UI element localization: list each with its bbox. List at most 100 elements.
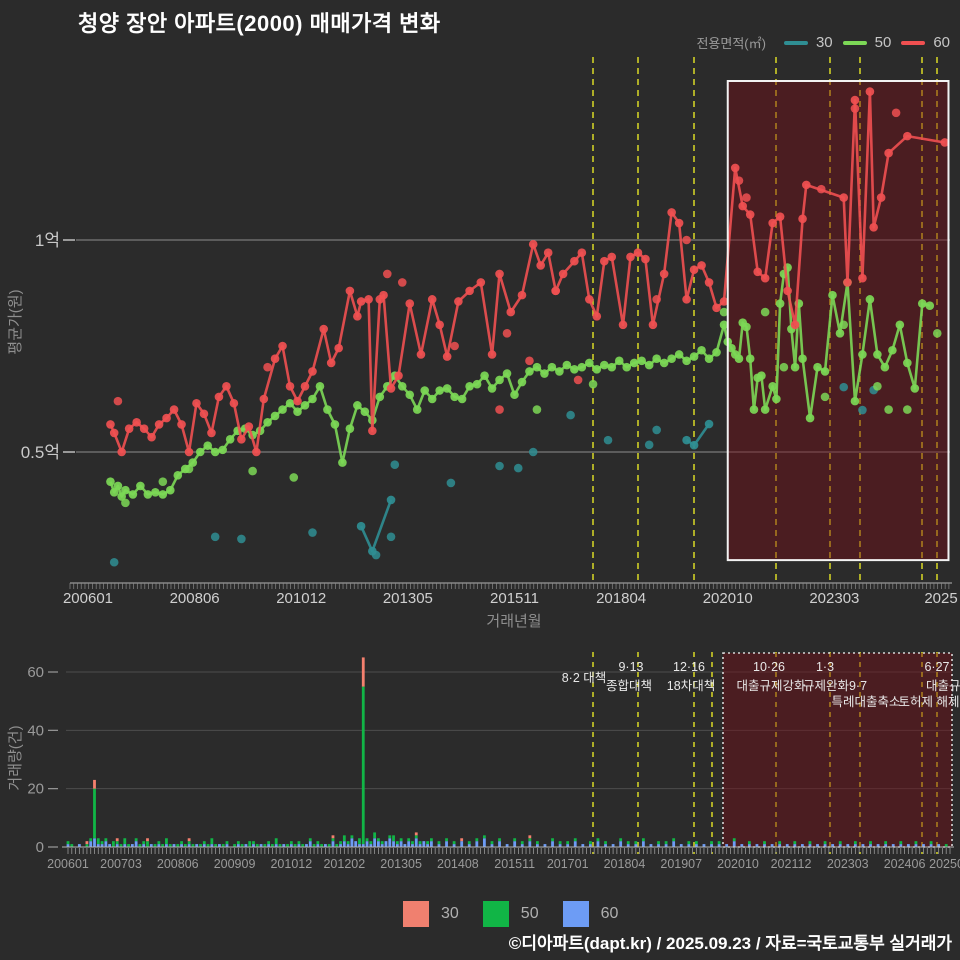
volume-bar-blue [93,838,96,847]
series-50-point [263,418,272,427]
series-60-point [648,320,658,330]
volume-bar-blue [937,844,941,847]
series-50-point [525,367,534,376]
series-50-point [652,354,661,364]
volume-bar-green [312,844,316,847]
series-50-point [674,350,684,359]
series-60-point [730,163,740,173]
series-60-point [270,354,280,364]
volume-bar-blue [252,844,255,847]
legend-line-swatch-60 [901,40,926,45]
series-60-scatter-point [742,193,751,202]
volume-bar-blue [770,844,774,847]
series-60-point [667,208,676,217]
volume-bar-blue [411,844,414,847]
series-60-point [798,214,807,224]
policy-annotation: 18차대책 [667,678,715,693]
volume-bar-green [710,841,713,845]
series-60-point [876,193,886,202]
series-50-scatter-point [873,381,882,391]
volume-bar-blue [403,844,407,847]
series-60-point [607,252,617,262]
volume-bar-blue [551,841,554,847]
series-50-point [727,343,736,353]
series-50-point [427,394,437,404]
volume-chart-legend: 30 50 60 [403,901,642,927]
series-50-point [704,354,714,364]
series-60-point [760,273,770,283]
series-50-point [880,362,890,372]
volume-bar-green [380,841,384,845]
volume-bar-blue [165,844,168,847]
series-60-point [154,420,164,429]
series-60-point [308,367,317,376]
volume-bar-blue [346,844,350,847]
series-60-point [293,396,302,406]
volume-bar-blue [664,844,668,847]
series-50-point [442,384,452,393]
volume-bar-green [604,841,607,845]
series-50-scatter-point [532,405,542,414]
series-50-point [659,358,669,368]
series-60-point [599,256,609,266]
volume-bar-blue [392,841,395,847]
series-30-scatter-point [566,410,575,420]
volume-bar-green [395,841,399,845]
volume-bar-green [869,841,872,845]
series-60-scatter-point [816,184,826,194]
series-60-point [536,261,545,270]
series-60-point [442,352,452,361]
series-60-scatter-point [573,375,583,385]
series-60-point [940,138,950,147]
volume-bar-green [929,841,933,845]
volume-bar-blue [259,844,263,847]
volume-bar-blue [657,844,660,847]
series-60-point [558,269,568,279]
volume-bar-green [233,844,236,847]
series-60-point [712,303,721,313]
volume-bar-blue [823,844,827,847]
policy-annotation: 6·27 [924,660,949,674]
series-50-point [895,320,905,330]
volume-bar-blue [66,844,70,847]
volume-bar-blue [289,844,293,847]
legend-line-swatch-30 [783,40,808,45]
volume-bar-blue [210,844,214,847]
volume-bar-green [429,838,433,842]
series-60-point [659,269,669,279]
volume-bar-blue [755,844,759,847]
series-60-scatter-point [502,328,512,338]
volume-bar-red [146,838,149,842]
xtick-label: 201305 [383,590,433,607]
volume-bar-blue [399,841,403,847]
volume-bar-blue [324,844,327,847]
series-50-point [188,458,198,467]
policy-annotation: 규제완화 [803,679,850,693]
volume-bar-blue [218,844,221,847]
xtick-label: 200806 [157,857,199,871]
policy-annotation: 토허제 해제 [899,695,960,709]
series-60-point [528,239,538,249]
series-60-point [353,312,362,321]
volume-bar-chart: 0 20 40 60 거래량(건) 200601 200703 200806 200909 201… [7,652,960,871]
series-60-scatter-point [551,286,560,296]
series-50-point [790,362,800,372]
volume-bar-blue [747,844,751,847]
volume-bar-green [278,844,282,847]
volume-bar-green [657,841,660,845]
series-60-point [427,295,437,304]
volume-bar-green [717,841,721,845]
series-60-point [162,413,171,423]
series-60-point [319,324,328,334]
xtick-label: 202303 [827,857,869,871]
series-50-scatter-point [884,405,893,414]
series-50-point [270,411,280,421]
volume-bar-blue [891,844,895,847]
volume-bar-green [85,844,89,847]
volume-bar-blue [634,844,638,847]
series-50-point [760,405,770,414]
series-50-point [450,392,459,402]
series-30-scatter-point [210,532,220,542]
series-50-point [775,299,785,308]
volume-bar-green [664,841,668,845]
